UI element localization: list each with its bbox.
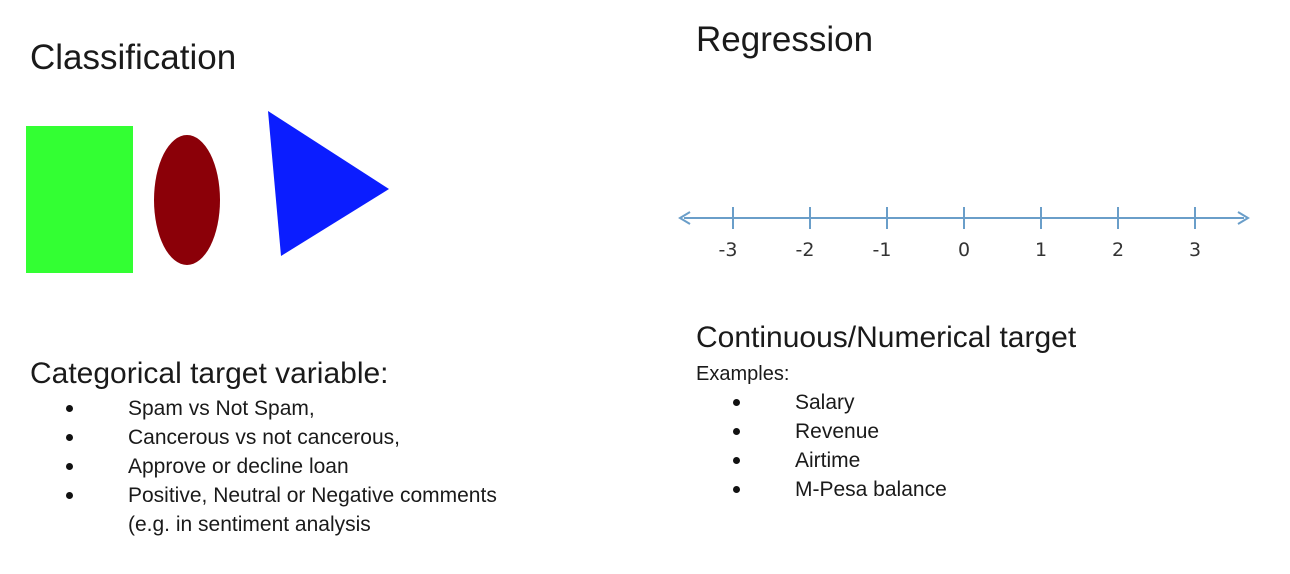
bullet-icon: [66, 463, 73, 470]
list-item: Spam vs Not Spam,: [66, 394, 497, 423]
bullet-icon: [66, 492, 73, 499]
number-line-tick-label: 2: [1112, 239, 1124, 261]
number-line-tick-label: 1: [1035, 239, 1047, 261]
bullet-icon: [733, 457, 740, 464]
number-line-ticks: [732, 207, 1196, 229]
bullet-icon: [66, 405, 73, 412]
green-square-shape: [26, 126, 133, 273]
classification-shapes: [26, 111, 389, 273]
regression-title: Regression: [696, 20, 874, 59]
categorical-target-heading: Categorical target variable:: [30, 357, 389, 390]
left-arrow-icon: [678, 211, 691, 225]
red-ellipse-shape: [154, 135, 220, 265]
list-item-text: Cancerous vs not cancerous,: [128, 426, 400, 449]
number-line-tick-label: 3: [1189, 239, 1201, 261]
blue-triangle-shape: [268, 111, 389, 256]
bullet-icon: [733, 399, 740, 406]
number-line-labels: -3 -2 -1 0 1 2 3: [719, 239, 1202, 261]
number-line-tick-label: -1: [873, 239, 892, 261]
list-item: Positive, Neutral or Negative comments: [66, 481, 497, 510]
number-line-tick-label: -2: [796, 239, 815, 261]
list-item-text: Positive, Neutral or Negative comments: [128, 484, 497, 507]
number-line-tick-label: 0: [958, 239, 970, 261]
list-item: Salary: [733, 388, 947, 417]
list-item: Airtime: [733, 446, 947, 475]
right-arrow-icon: [1237, 211, 1250, 225]
list-item-text: Airtime: [795, 449, 861, 472]
number-line-tick-label: -3: [719, 239, 738, 261]
list-item-text: Revenue: [795, 420, 880, 443]
continuous-target-heading: Continuous/Numerical target: [696, 321, 1077, 354]
classification-title: Classification: [30, 38, 237, 77]
list-item-continuation: (e.g. in sentiment analysis: [128, 513, 371, 536]
list-item-text: M-Pesa balance: [795, 478, 947, 501]
list-item: Cancerous vs not cancerous,: [66, 423, 497, 452]
list-item-text: Approve or decline loan: [128, 455, 349, 478]
number-line: -3 -2 -1 0 1 2 3: [678, 207, 1250, 261]
regression-examples-list: Salary Revenue Airtime M-Pesa balance: [733, 388, 947, 504]
classification-examples-list: Spam vs Not Spam, Cancerous vs not cance…: [66, 394, 497, 510]
bullet-icon: [733, 428, 740, 435]
list-item-text: Salary: [795, 391, 855, 414]
list-item: Revenue: [733, 417, 947, 446]
list-item-text: Spam vs Not Spam,: [128, 397, 315, 420]
list-item: M-Pesa balance: [733, 475, 947, 504]
bullet-icon: [733, 486, 740, 493]
list-item: Approve or decline loan: [66, 452, 497, 481]
bullet-icon: [66, 434, 73, 441]
examples-label: Examples:: [696, 363, 790, 385]
